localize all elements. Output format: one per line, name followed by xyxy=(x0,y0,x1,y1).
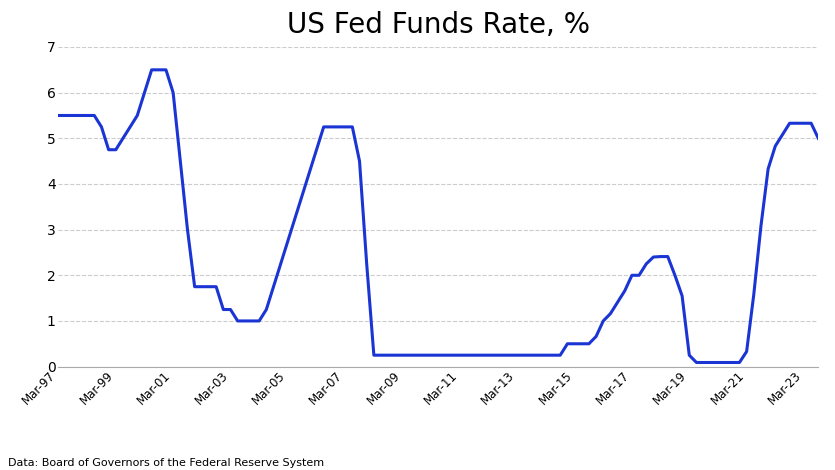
Text: Data: Board of Governors of the Federal Reserve System: Data: Board of Governors of the Federal … xyxy=(8,458,325,468)
Text: Trade Like a Pro: Trade Like a Pro xyxy=(76,242,164,252)
Text: FxPro: FxPro xyxy=(84,187,156,207)
Title: US Fed Funds Rate, %: US Fed Funds Rate, % xyxy=(287,11,590,39)
